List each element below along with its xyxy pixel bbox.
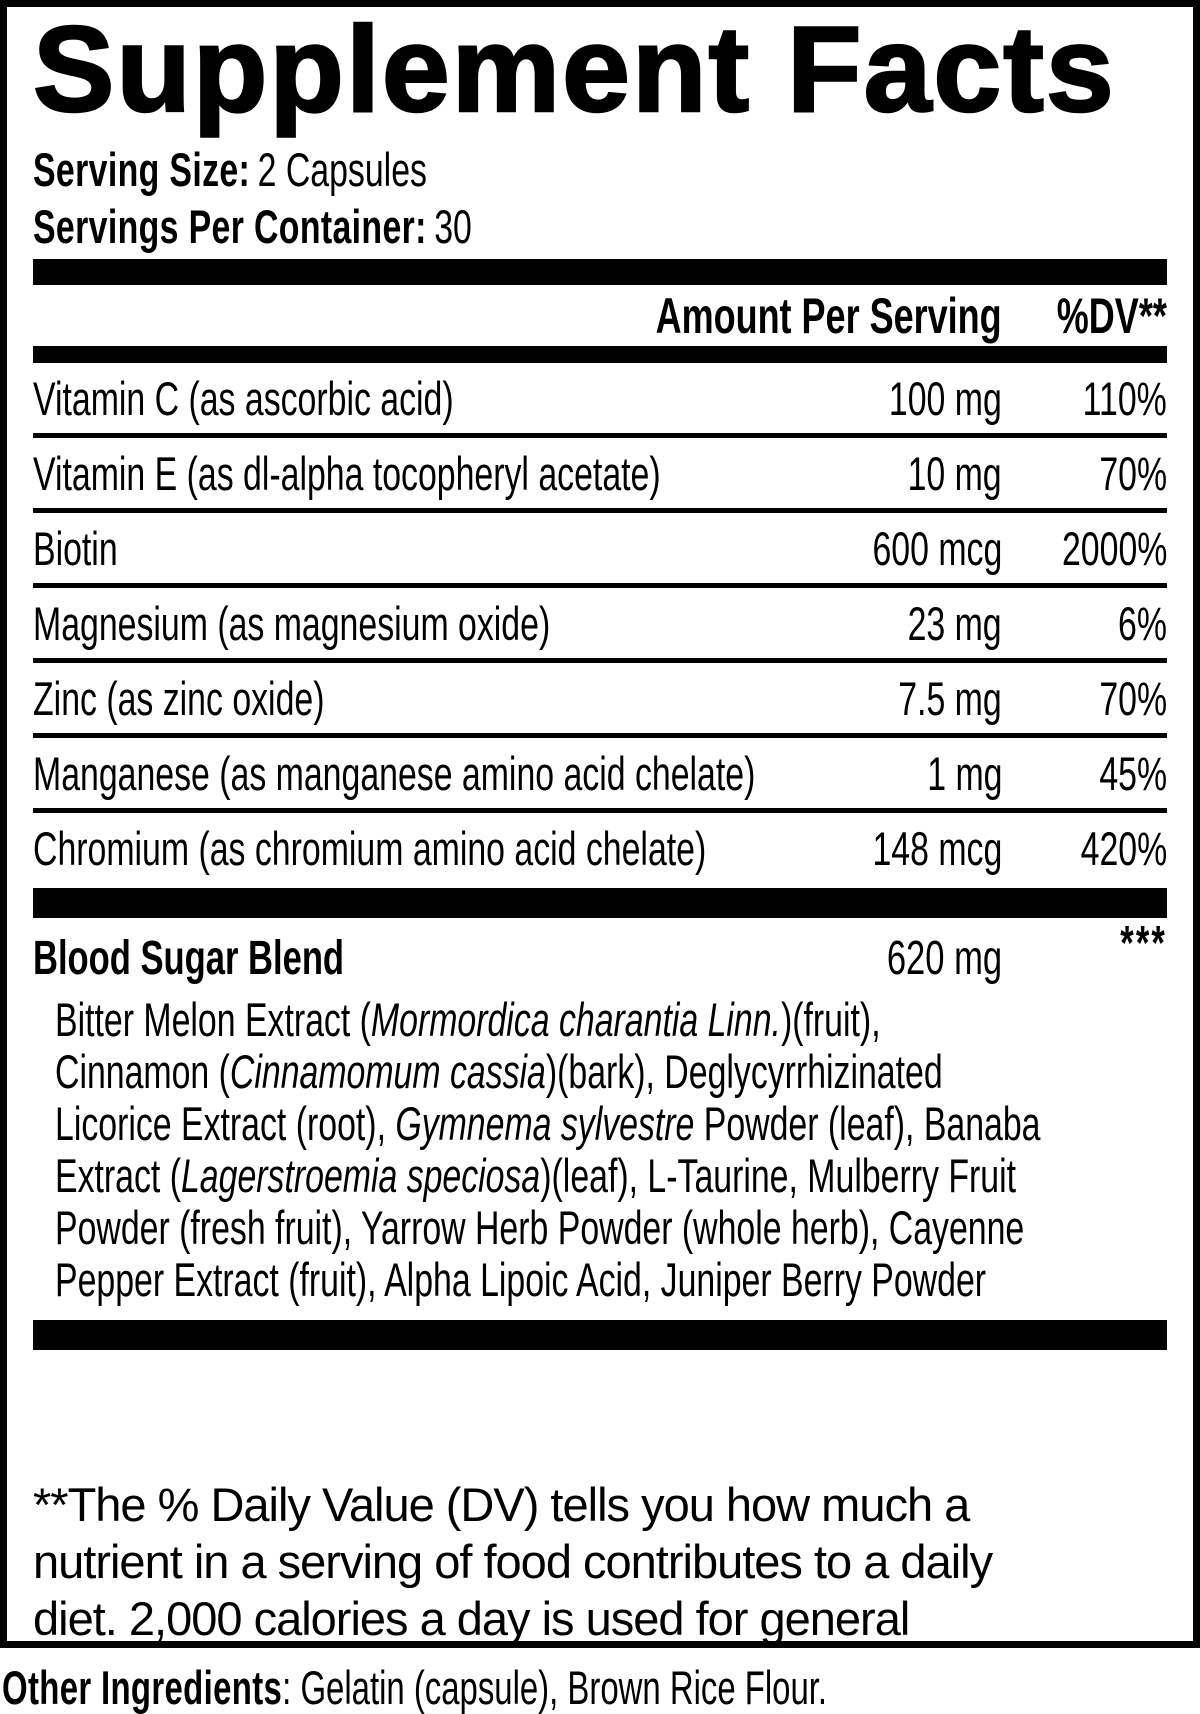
table-header-row: Amount Per Serving %DV** — [33, 285, 1167, 346]
servings-per-container-value: 30 — [434, 200, 472, 253]
thick-separator-bar-blend — [33, 888, 1167, 918]
thick-separator-bar-header — [33, 346, 1167, 363]
servings-per-container-line: Servings Per Container: 30 — [33, 198, 1167, 255]
blend-dv-asterisks: *** — [1120, 916, 1167, 970]
nutrient-name: Magnesium (as magnesium oxide) — [33, 596, 551, 650]
nutrient-row: Chromium (as chromium amino acid chelate… — [33, 808, 1167, 883]
footnotes: **The % Daily Value (DV) tells you how m… — [33, 1362, 1167, 1645]
blend-row: Blood Sugar Blend 620 mg *** — [33, 917, 1167, 990]
nutrient-amount: 148 mcg — [872, 821, 1002, 875]
thick-separator-bar-footnotes — [33, 1320, 1167, 1350]
nutrient-row: Zinc (as zinc oxide) 7.5 mg 70% — [33, 658, 1167, 733]
ingredient-text: )(bark), Deglycyrrhizinated — [545, 1045, 943, 1098]
nutrient-name: Zinc (as zinc oxide) — [33, 671, 325, 725]
nutrient-amount: 23 mg — [907, 596, 1002, 650]
serving-size-value: 2 Capsules — [257, 143, 427, 196]
blend-amount: 620 mg — [886, 931, 1002, 985]
footnote-daily-value: **The % Daily Value (DV) tells you how m… — [33, 1478, 993, 1645]
nutrient-amount: 100 mg — [889, 371, 1002, 425]
nutrient-dv: 45% — [1099, 746, 1167, 800]
ingredient-text: Licorice Extract (root), — [55, 1097, 396, 1150]
blend-ingredient-line: Bitter Melon Extract (Mormordica charant… — [55, 994, 1167, 1046]
ingredient-text: Cinnamon ( — [55, 1045, 230, 1098]
nutrient-amount: 7.5 mg — [898, 671, 1002, 725]
nutrient-row: Magnesium (as magnesium oxide) 23 mg 6% — [33, 583, 1167, 658]
amount-per-serving-header: Amount Per Serving — [655, 287, 1002, 344]
nutrient-dv: 70% — [1099, 446, 1167, 500]
ingredient-text: Powder (leaf), Banaba — [694, 1097, 1041, 1150]
nutrient-row: Vitamin C (as ascorbic acid) 100 mg 110% — [33, 363, 1167, 433]
ingredient-text: )(leaf), L-Taurine, Mulberry Fruit — [540, 1149, 1017, 1202]
botanical-name: Cinnamomum cassia — [229, 1045, 546, 1098]
nutrient-dv: 2000% — [1061, 521, 1167, 575]
botanical-name: Mormordica charantia Linn. — [370, 993, 781, 1046]
blend-ingredient-line: Powder (fresh fruit), Yarrow Herb Powder… — [55, 1202, 1167, 1254]
ingredient-text: Extract ( — [55, 1149, 181, 1202]
blend-ingredient-line: Licorice Extract (root), Gymnema sylvest… — [55, 1098, 1167, 1150]
other-ingredients-value: : Gelatin (capsule), Brown Rice Flour. — [282, 1661, 828, 1714]
nutrient-amount: 600 mcg — [872, 521, 1002, 575]
nutrient-name: Biotin — [33, 521, 118, 575]
nutrient-dv: 70% — [1099, 671, 1167, 725]
blend-name: Blood Sugar Blend — [33, 931, 345, 985]
serving-info: Serving Size: 2 Capsules Servings Per Con… — [33, 141, 1167, 255]
blend-ingredients: Bitter Melon Extract (Mormordica charant… — [55, 994, 1167, 1306]
botanical-name: Lagerstroemia speciosa — [180, 1149, 541, 1202]
other-ingredients-line: Other Ingredients: Gelatin (capsule), Br… — [0, 1663, 1200, 1713]
ingredient-text: )(fruit), — [780, 993, 881, 1046]
nutrient-name: Vitamin C (as ascorbic acid) — [33, 371, 454, 425]
ingredient-text: Bitter Melon Extract ( — [55, 993, 371, 1046]
ingredient-text: Powder (fresh fruit), Yarrow Herb Powder… — [55, 1201, 1025, 1254]
servings-per-container-label: Servings Per Container: — [33, 200, 427, 253]
nutrient-dv: 420% — [1080, 821, 1167, 875]
nutrient-rows: Vitamin C (as ascorbic acid) 100 mg 110% Vi… — [33, 363, 1167, 883]
botanical-name: Gymnema sylvestre — [395, 1097, 695, 1150]
blend-ingredient-line: Cinnamon (Cinnamomum cassia)(bark), Degl… — [55, 1046, 1167, 1098]
percent-dv-header: %DV** — [1056, 287, 1167, 344]
blend-ingredient-line: Pepper Extract (fruit), Alpha Lipoic Aci… — [55, 1254, 1167, 1306]
nutrient-row: Vitamin E (as dl-alpha tocopheryl acetat… — [33, 433, 1167, 508]
nutrient-amount: 1 mg — [926, 746, 1002, 800]
nutrient-name: Chromium (as chromium amino acid chelate… — [33, 821, 707, 875]
serving-size-label: Serving Size: — [33, 143, 251, 196]
other-ingredients-label: Other Ingredients — [2, 1661, 283, 1714]
nutrient-amount: 10 mg — [907, 446, 1002, 500]
nutrient-dv: 110% — [1082, 371, 1167, 425]
serving-size-line: Serving Size: 2 Capsules — [33, 141, 1167, 198]
nutrient-row: Manganese (as manganese amino acid chela… — [33, 733, 1167, 808]
nutrient-name: Manganese (as manganese amino acid chela… — [33, 746, 756, 800]
blend-ingredient-line: Extract (Lagerstroemia speciosa)(leaf), … — [55, 1150, 1167, 1202]
nutrient-row: Biotin 600 mcg 2000% — [33, 508, 1167, 583]
nutrient-dv: 6% — [1118, 596, 1167, 650]
nutrient-name: Vitamin E (as dl-alpha tocopheryl acetat… — [33, 446, 661, 500]
thick-separator-bar-top — [33, 259, 1167, 285]
facts-panel: Supplement Facts Serving Size: 2 Capsules… — [0, 0, 1200, 1648]
panel-title: Supplement Facts — [32, 1, 1116, 137]
ingredient-text: Pepper Extract (fruit), Alpha Lipoic Aci… — [55, 1253, 987, 1306]
